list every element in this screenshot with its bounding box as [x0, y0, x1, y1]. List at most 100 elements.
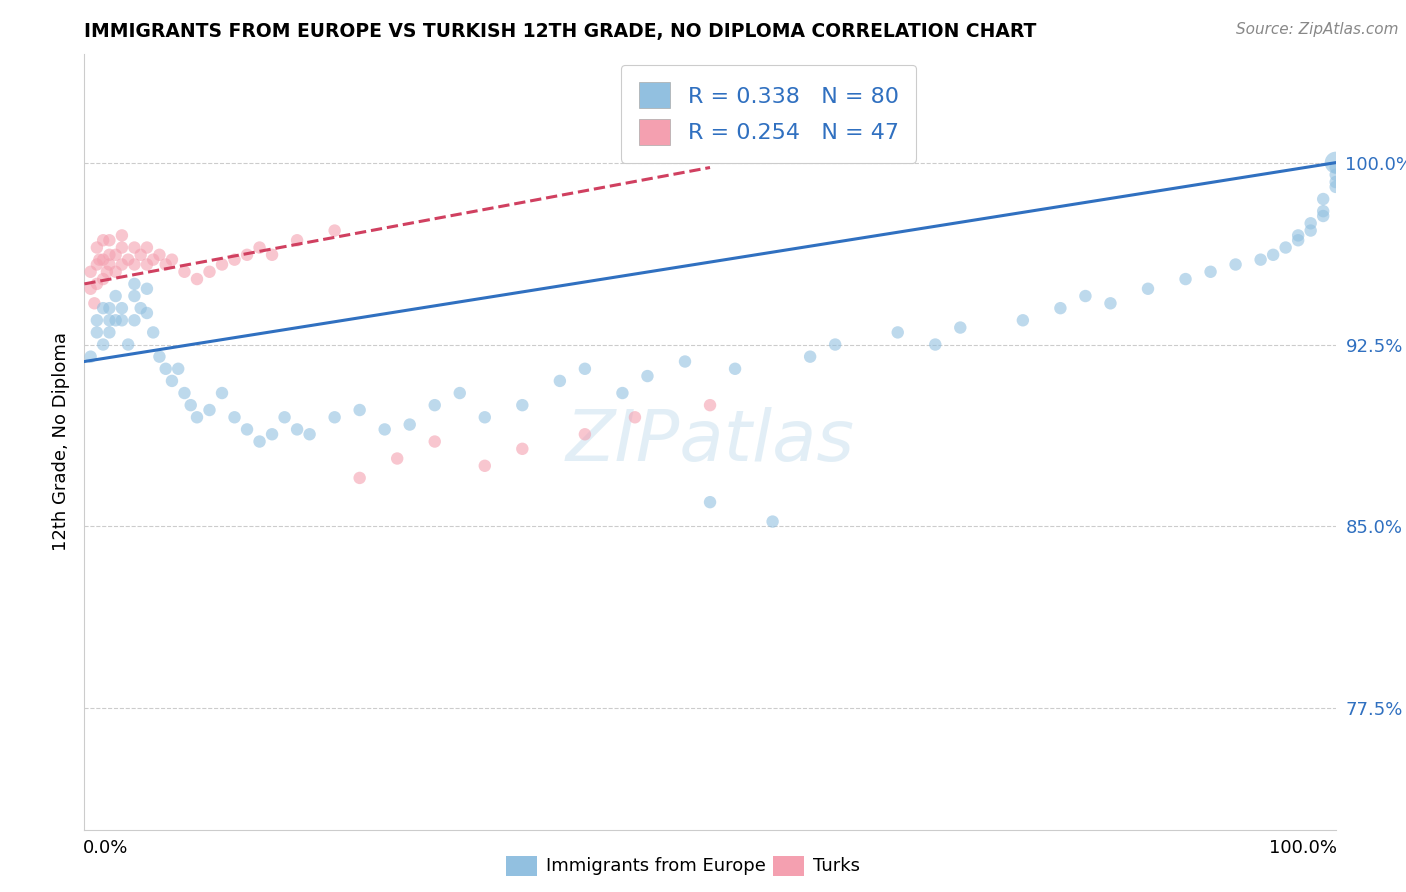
Point	[86, 313, 108, 327]
Point	[211, 258, 233, 272]
Point	[824, 337, 846, 351]
Point	[1250, 252, 1272, 267]
Point	[111, 313, 134, 327]
Point	[98, 301, 121, 315]
Point	[1074, 289, 1097, 303]
Point	[323, 223, 346, 237]
Point	[1049, 301, 1071, 315]
Point	[249, 434, 271, 449]
Point	[160, 374, 183, 388]
Point	[1199, 265, 1222, 279]
Point	[155, 361, 177, 376]
Point	[111, 301, 134, 315]
Point	[104, 265, 127, 279]
Point	[298, 427, 321, 442]
Point	[186, 410, 208, 425]
Point	[104, 313, 127, 327]
Point	[104, 248, 127, 262]
Point	[211, 386, 233, 401]
Point	[236, 248, 259, 262]
Point	[148, 248, 170, 262]
Point	[117, 252, 139, 267]
Point	[285, 422, 308, 436]
Point	[98, 233, 121, 247]
Point	[1274, 240, 1296, 255]
Point	[349, 403, 371, 417]
Point	[273, 410, 295, 425]
Point	[124, 313, 146, 327]
Point	[83, 296, 105, 310]
Point	[949, 320, 972, 334]
Point	[148, 350, 170, 364]
Point	[91, 301, 114, 315]
Point	[180, 398, 202, 412]
Point	[724, 361, 747, 376]
Point	[124, 258, 146, 272]
Point	[224, 410, 246, 425]
Point	[1312, 192, 1334, 206]
Point	[124, 277, 146, 291]
Point	[86, 258, 108, 272]
Point	[673, 354, 696, 368]
Point	[762, 515, 785, 529]
Point	[449, 386, 471, 401]
Point	[86, 240, 108, 255]
Text: IMMIGRANTS FROM EUROPE VS TURKISH 12TH GRADE, NO DIPLOMA CORRELATION CHART: IMMIGRANTS FROM EUROPE VS TURKISH 12TH G…	[84, 21, 1036, 41]
Point	[1324, 155, 1347, 169]
Point	[699, 398, 721, 412]
Point	[91, 233, 114, 247]
Point	[512, 398, 534, 412]
Point	[474, 458, 496, 473]
Point	[198, 403, 221, 417]
Point	[91, 337, 114, 351]
Point	[1136, 282, 1159, 296]
Point	[136, 240, 159, 255]
Text: 0.0%: 0.0%	[83, 839, 128, 857]
Point	[136, 282, 159, 296]
Point	[249, 240, 271, 255]
Point	[423, 434, 446, 449]
Point	[124, 240, 146, 255]
Point	[136, 306, 159, 320]
Point	[91, 252, 114, 267]
Point	[173, 265, 195, 279]
Point	[1299, 223, 1322, 237]
Text: Source: ZipAtlas.com: Source: ZipAtlas.com	[1236, 22, 1399, 37]
Point	[799, 350, 821, 364]
Point	[323, 410, 346, 425]
Point	[1263, 248, 1285, 262]
Point	[89, 252, 111, 267]
Point	[512, 442, 534, 456]
Point	[129, 301, 152, 315]
Point	[398, 417, 420, 432]
Point	[86, 326, 108, 340]
Point	[699, 495, 721, 509]
Point	[98, 258, 121, 272]
Point	[349, 471, 371, 485]
Point	[1286, 228, 1309, 243]
Point	[98, 313, 121, 327]
Text: ZIPatlas: ZIPatlas	[565, 407, 855, 476]
Point	[1174, 272, 1197, 286]
Point	[117, 337, 139, 351]
Text: 100.0%: 100.0%	[1270, 839, 1337, 857]
Point	[262, 427, 284, 442]
Point	[924, 337, 946, 351]
Point	[198, 265, 221, 279]
Point	[1225, 258, 1247, 272]
Point	[98, 248, 121, 262]
Point	[1324, 168, 1347, 182]
Point	[612, 386, 634, 401]
Point	[1324, 180, 1347, 194]
Point	[124, 289, 146, 303]
Point	[474, 410, 496, 425]
Point	[548, 374, 571, 388]
Point	[96, 265, 118, 279]
Point	[173, 386, 195, 401]
Point	[155, 258, 177, 272]
Point	[79, 350, 101, 364]
Y-axis label: 12th Grade, No Diploma: 12th Grade, No Diploma	[52, 332, 70, 551]
Point	[91, 272, 114, 286]
Legend: R = 0.338   N = 80, R = 0.254   N = 47: R = 0.338 N = 80, R = 0.254 N = 47	[621, 64, 917, 162]
Point	[111, 258, 134, 272]
